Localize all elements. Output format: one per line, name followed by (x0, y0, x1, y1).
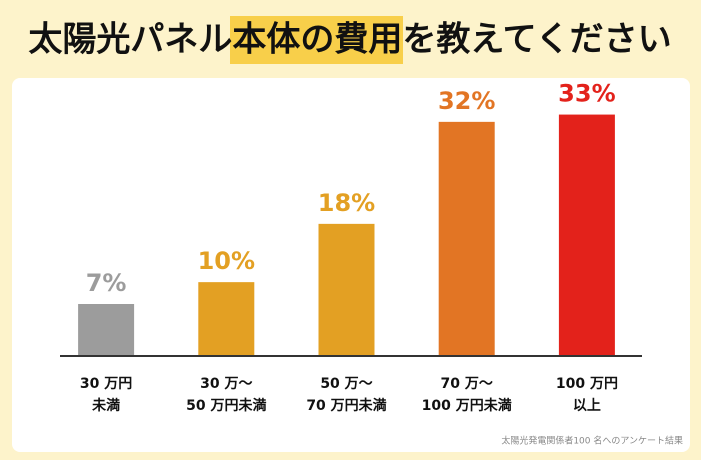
x-tick-label: 100 万円未満 (422, 397, 512, 414)
x-tick-label: 50 万円未満 (186, 397, 266, 414)
value-label: 18% (318, 189, 375, 217)
source-note: 太陽光発電関係者100 名へのアンケート結果 (501, 435, 683, 447)
bar (198, 282, 255, 355)
x-tick-label: 100 万円 (556, 376, 618, 392)
value-label: 32% (438, 87, 495, 115)
x-tick-label: 70 万円未満 (306, 397, 386, 414)
x-tick-label: 未満 (92, 397, 120, 414)
bar (558, 114, 615, 355)
x-tick-label: 50 万〜 (320, 376, 372, 392)
value-label: 10% (198, 247, 255, 275)
value-label: 33% (558, 80, 615, 108)
value-label: 7% (86, 269, 127, 297)
x-tick-label: 30 万円 (80, 376, 132, 392)
x-tick-label: 30 万〜 (200, 376, 252, 392)
bar (318, 223, 375, 355)
x-tick-label: 以上 (573, 398, 601, 414)
x-tick-label: 70 万〜 (441, 376, 493, 392)
chart-title: 太陽光パネル本体の費用を教えてください (28, 20, 671, 60)
bar (78, 304, 135, 355)
title-highlight (230, 16, 403, 64)
bar (438, 121, 495, 355)
